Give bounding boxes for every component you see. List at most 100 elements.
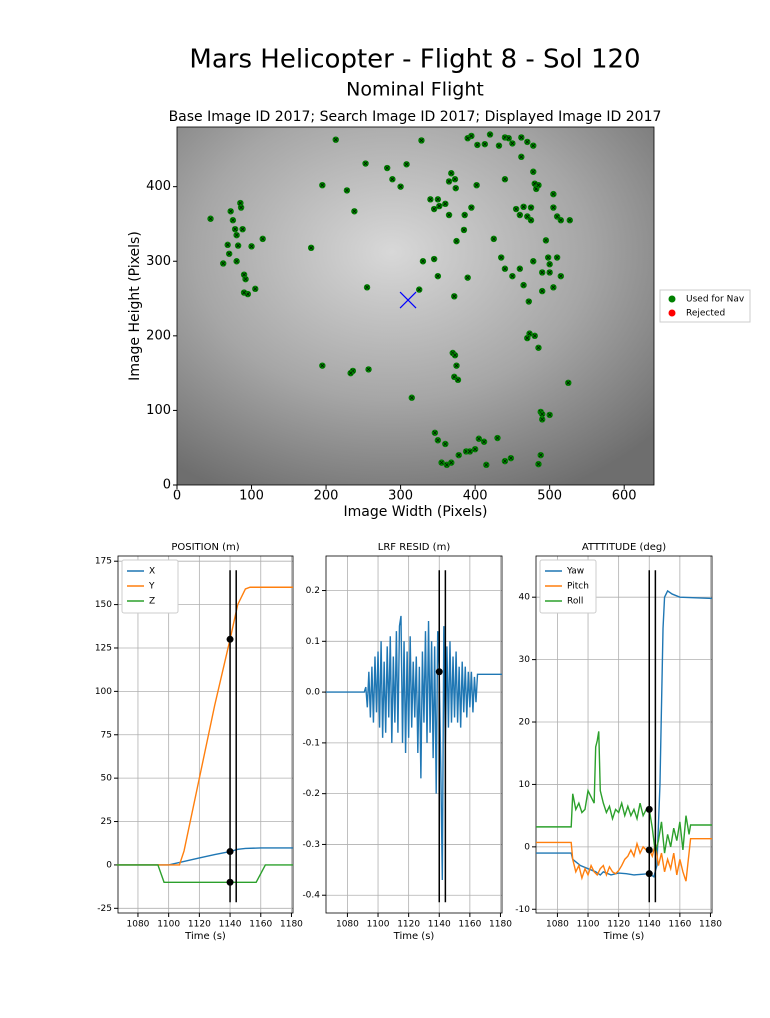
x-tick-label: 1080	[127, 920, 150, 930]
feature-point	[524, 334, 531, 342]
point-cross	[488, 132, 493, 137]
point-cross	[221, 261, 226, 266]
y-tick-label: -0.3	[302, 840, 320, 850]
point-cross	[506, 136, 511, 141]
point-cross	[455, 377, 460, 382]
feature-point	[343, 187, 351, 194]
feature-point	[566, 217, 573, 224]
feature-point	[252, 285, 259, 293]
point-cross	[439, 460, 444, 465]
x-tick-label: 1080	[336, 920, 359, 930]
feature-point	[518, 134, 525, 141]
y-tick-label: 150	[95, 600, 112, 610]
x-tick-label: 1180	[489, 920, 512, 930]
point-cross	[526, 299, 531, 304]
point-cross	[309, 245, 314, 250]
feature-point	[535, 181, 542, 189]
feature-point	[483, 461, 490, 469]
y-tick-label: 125	[95, 643, 112, 653]
feature-point	[220, 260, 227, 267]
legend-box	[659, 289, 751, 323]
point-cross	[233, 227, 238, 232]
feature-point	[445, 211, 453, 219]
x-axis-label: Time (s)	[603, 931, 645, 942]
image-caption: Base Image ID 2017; Search Image ID 2017…	[169, 109, 662, 125]
feature-point	[527, 204, 535, 211]
point-cross	[432, 430, 437, 435]
current-point	[226, 635, 234, 643]
feature-point	[207, 215, 214, 222]
feature-point	[451, 176, 459, 183]
point-cross	[540, 412, 545, 417]
feature-point	[448, 459, 455, 466]
legend-label: Yaw	[566, 567, 584, 577]
y-tick-label: 40	[519, 593, 531, 603]
point-cross	[449, 171, 454, 176]
feature-point	[530, 258, 537, 265]
y-tick-label: 0.1	[306, 637, 320, 647]
x-tick-label: 400	[463, 489, 488, 504]
point-cross	[491, 236, 496, 241]
feature-point	[389, 176, 396, 183]
legend-label: Pitch	[567, 582, 589, 592]
plot-frame	[176, 126, 655, 486]
point-cross	[449, 460, 454, 465]
point-cross	[525, 336, 530, 341]
current-point	[645, 805, 653, 813]
y-axis-label: Image Height (Pixels)	[127, 231, 143, 381]
feature-point	[365, 366, 372, 373]
y-tick-label: -0.2	[302, 789, 320, 799]
point-cross	[243, 277, 248, 282]
plot-frame	[535, 555, 713, 914]
point-cross	[428, 197, 433, 202]
point-cross	[566, 380, 571, 385]
point-cross	[363, 161, 368, 166]
feature-point	[486, 131, 494, 138]
feature-point	[233, 258, 240, 265]
feature-point	[539, 287, 546, 295]
feature-point	[466, 448, 474, 455]
feature-point	[557, 272, 565, 280]
point-cross	[419, 138, 424, 143]
feature-point	[351, 208, 358, 215]
feature-point	[550, 284, 557, 291]
feature-point	[453, 362, 460, 369]
feature-point	[445, 178, 453, 185]
feature-point	[319, 181, 326, 189]
point-cross	[469, 133, 474, 138]
feature-point	[242, 275, 249, 283]
point-cross	[437, 204, 442, 209]
feature-point	[434, 196, 442, 203]
x-tick-label: 1160	[668, 920, 691, 930]
feature-point	[494, 434, 501, 442]
x-tick-label: 300	[388, 489, 413, 504]
point-cross	[521, 204, 526, 209]
point-cross	[551, 285, 556, 290]
x-tick-label: 1160	[458, 920, 481, 930]
feature-point	[527, 217, 535, 224]
y-tick-label: 75	[101, 730, 112, 740]
feature-point	[419, 258, 427, 265]
series-line	[536, 731, 712, 854]
point-cross	[527, 331, 532, 336]
feature-point	[442, 440, 449, 448]
legend-label: Y	[148, 582, 155, 592]
feature-point	[524, 138, 531, 146]
feature-point	[468, 204, 475, 211]
feature-point	[557, 217, 565, 224]
x-axis-label: Time (s)	[393, 931, 435, 942]
point-cross	[242, 290, 247, 295]
point-cross	[432, 207, 437, 212]
point-cross	[531, 143, 536, 148]
point-cross	[453, 186, 458, 191]
point-cross	[540, 289, 545, 294]
x-tick-label: 100	[239, 489, 264, 504]
feature-point	[448, 170, 455, 177]
feature-point	[436, 202, 443, 210]
point-cross	[465, 275, 470, 280]
feature-point	[544, 254, 552, 261]
feature-point	[490, 235, 497, 243]
x-tick-label: 1140	[219, 920, 242, 930]
x-tick-label: 1180	[280, 920, 303, 930]
